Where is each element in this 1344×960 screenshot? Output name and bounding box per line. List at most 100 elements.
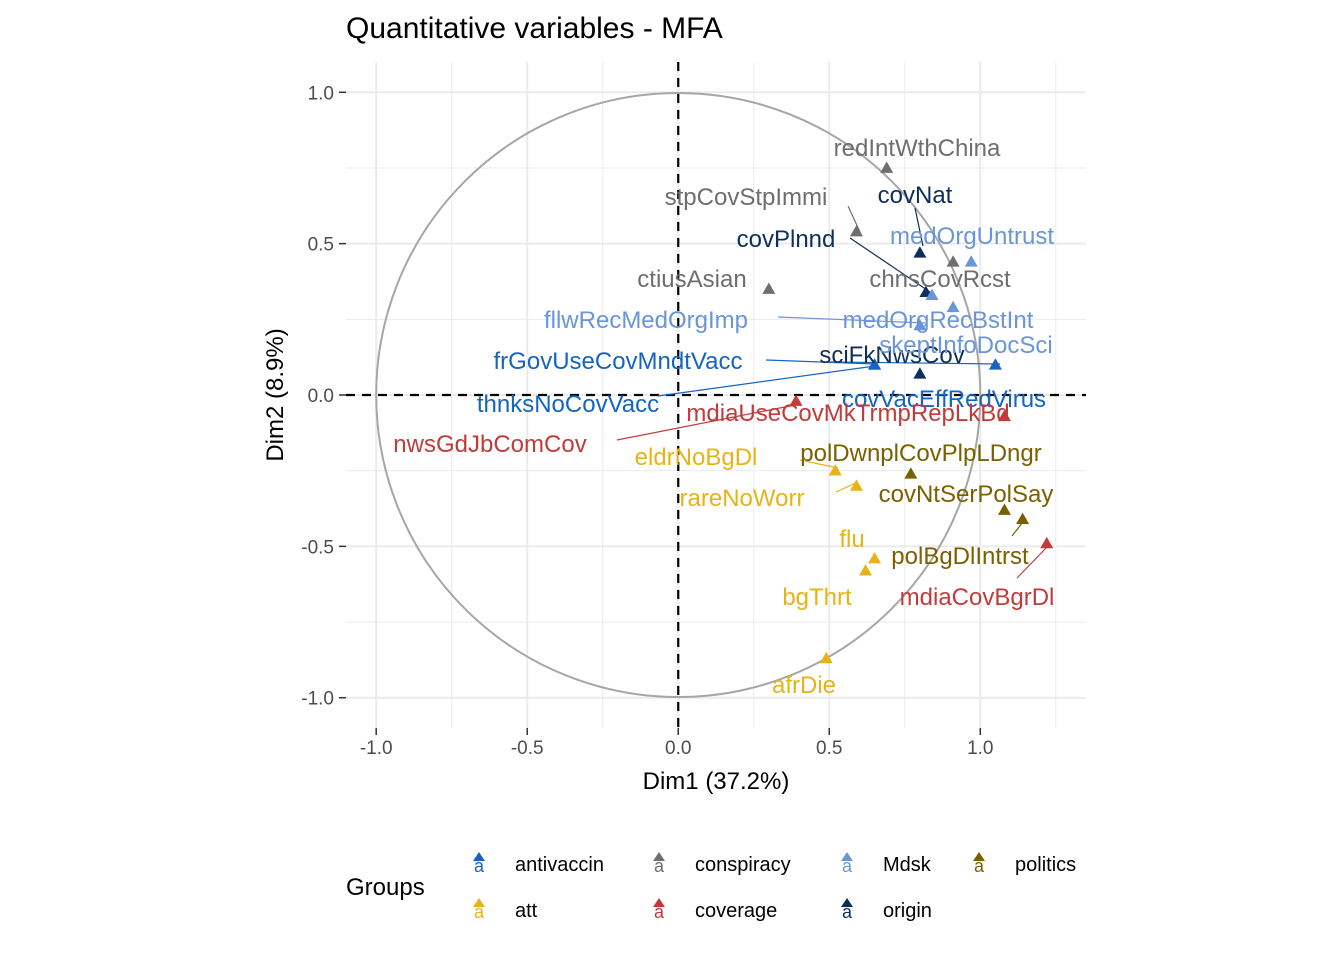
legend-key-glyph: a <box>654 856 665 876</box>
point-flu <box>868 551 882 564</box>
point-mdiaUseCovMkTrmpRepLkBd <box>997 409 1011 422</box>
label-frGovUseCovMndtVacc: frGovUseCovMndtVacc <box>494 348 743 375</box>
legend-key-glyph: a <box>654 902 665 922</box>
point-sciFkNwsCov <box>913 367 927 379</box>
label-polBgDlIntrst: polBgDlIntrst <box>891 543 1029 570</box>
legend-key-glyph: a <box>474 902 485 922</box>
legend-label: att <box>515 900 538 922</box>
label-chnsCovRcst: chnsCovRcst <box>869 266 1011 293</box>
label-covVacEffRedVirus: covVacEffRedVirus <box>842 386 1046 413</box>
legend-key-glyph: a <box>842 856 853 876</box>
leader-mdiaCovBgrDl <box>1016 543 1051 579</box>
label-bgThrt: bgThrt <box>782 584 852 611</box>
label-covNat: covNat <box>878 182 953 209</box>
point-eldrNoBgDl <box>828 464 842 476</box>
leader-frGovUseCovMndtVacc <box>765 359 876 365</box>
x-tick-label: 1.0 <box>967 738 993 759</box>
legend-key-glyph: a <box>974 856 985 876</box>
legend-label: antivaccin <box>515 854 604 876</box>
label-skeptInfoDocSci: skeptInfoDocSci <box>879 332 1052 359</box>
legend-item-origin: a origin <box>841 898 932 922</box>
point-medOrgRecBstInt <box>946 300 960 313</box>
legend-items: a antivaccin a att a conspiracy a coverage a Mdsk… <box>473 852 1076 922</box>
label-medOrgRecBstInt: medOrgRecBstInt <box>843 307 1034 334</box>
label-mdiaCovBgrDl: mdiaCovBgrDl <box>900 584 1055 611</box>
x-tick-label: 0.5 <box>816 738 842 759</box>
label-rareNoWorr: rareNoWorr <box>680 485 805 512</box>
leader-thnksNoCovVacc <box>657 365 876 397</box>
legend-key-triangle <box>973 852 985 861</box>
legend-key-triangle <box>473 898 485 907</box>
legend-item-politics: a politics <box>973 852 1076 876</box>
legend-item-conspiracy: a conspiracy <box>653 852 791 876</box>
point-fllwRecMedOrgImp <box>925 288 939 300</box>
point-afrDie <box>819 651 833 664</box>
legend-key-glyph: a <box>842 902 853 922</box>
legend-key-triangle <box>653 852 665 861</box>
point-skeptInfoDocSci <box>913 318 927 331</box>
y-tick-label: 0.5 <box>308 235 334 256</box>
point-nwsGdJbComCov <box>789 394 803 406</box>
y-tick-label: -1.0 <box>301 689 334 710</box>
leader-stpCovStpImmi <box>847 205 861 233</box>
point-covVacEffRedVirus <box>988 358 1002 370</box>
label-ctiusAsian: ctiusAsian <box>637 266 746 293</box>
leader-covNat <box>914 207 924 247</box>
label-redIntWthChina: redIntWthChina <box>834 135 1001 162</box>
label-nwsGdJbComCov: nwsGdJbComCov <box>393 431 586 458</box>
label-eldrNoBgDl: eldrNoBgDl <box>635 444 758 471</box>
data-points <box>762 161 1054 664</box>
point-polDwnplCovPlpLDngr <box>904 467 918 479</box>
axes: -1.0 -0.5 0.0 0.5 1.0 1.0 0.5 0.0 -0.5 -1.0 <box>301 83 993 759</box>
legend-item-antivaccin: a antivaccin <box>473 852 604 876</box>
label-leader-lines <box>616 205 1051 579</box>
label-flu: flu <box>839 526 864 553</box>
correlation-circle <box>375 91 982 699</box>
point-mdiaCovBgrDl <box>1040 536 1054 549</box>
label-afrDie: afrDie <box>772 672 836 699</box>
x-tick-label: -0.5 <box>511 738 544 759</box>
y-axis-title: Dim2 (8.9%) <box>262 328 289 461</box>
chart-title: Quantitative variables - MFA <box>346 12 723 45</box>
point-redIntWthChina <box>880 161 894 173</box>
legend-key-triangle <box>653 898 665 907</box>
point-covNat <box>913 246 927 258</box>
label-mdiaUseCovMkTrmpRepLkBd: mdiaUseCovMkTrmpRepLkBd <box>686 400 1009 427</box>
legend: Groups a antivaccin a att a conspiracy a covera… <box>346 852 1076 922</box>
point-stpCovStpImmi <box>849 225 863 237</box>
label-covNtSerPolSay: covNtSerPolSay <box>879 481 1054 508</box>
legend-label: conspiracy <box>695 854 791 876</box>
x-axis-title: Dim1 (37.2%) <box>643 768 790 795</box>
label-fllwRecMedOrgImp: fllwRecMedOrgImp <box>544 307 748 334</box>
x-tick-label: -1.0 <box>360 738 393 759</box>
legend-label: origin <box>883 900 932 922</box>
legend-title: Groups <box>346 874 425 901</box>
legend-item-att: a att <box>473 898 538 922</box>
y-tick-label: -0.5 <box>301 537 334 558</box>
point-covNtSerPolSay <box>997 503 1011 515</box>
label-thnksNoCovVacc: thnksNoCovVacc <box>477 391 659 418</box>
label-sciFkNwsCov: sciFkNwsCov <box>819 342 964 369</box>
legend-label: politics <box>1015 854 1076 876</box>
legend-key-triangle <box>473 852 485 861</box>
point-medOrgUntrust <box>964 255 978 267</box>
leader-fllwRecMedOrgImp <box>777 316 926 324</box>
y-tick-label: 1.0 <box>308 83 334 104</box>
legend-key-triangle <box>841 852 853 861</box>
point-bgThrt <box>859 564 873 576</box>
label-polDwnplCovPlpLDngr: polDwnplCovPlpLDngr <box>800 440 1041 467</box>
point-thnksNoCovVacc <box>868 358 882 370</box>
label-covPlnnd: covPlnnd <box>737 226 836 253</box>
point-polBgDlIntrst <box>1016 512 1030 524</box>
legend-key-triangle <box>841 898 853 907</box>
leader-nwsGdJbComCov <box>616 403 801 441</box>
x-tick-label: 0.0 <box>665 738 691 759</box>
point-rareNoWorr <box>849 479 863 491</box>
point-chnsCovRcst <box>946 255 960 267</box>
label-medOrgUntrust: medOrgUntrust <box>890 223 1054 250</box>
legend-label: coverage <box>695 900 777 922</box>
leader-covVacEffRedVirus <box>829 361 1001 365</box>
